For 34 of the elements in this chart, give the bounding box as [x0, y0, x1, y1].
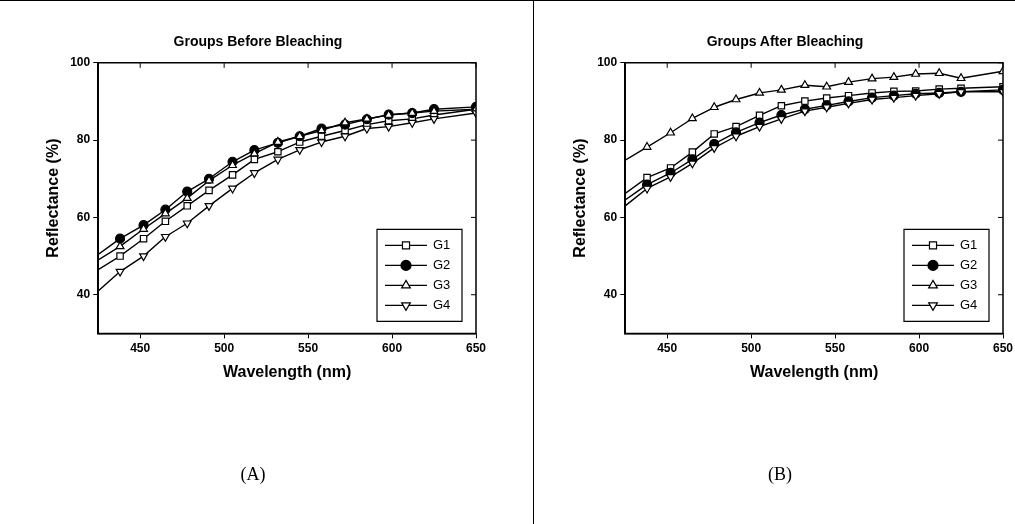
y-tick-label: 60 — [603, 209, 618, 224]
x-tick-label: 500 — [214, 340, 235, 355]
x-tick-label: 600 — [382, 340, 403, 355]
y-tick-label: 80 — [76, 132, 91, 147]
x-axis-title: Wavelength (nm) — [749, 362, 879, 380]
x-tick-label: 500 — [741, 340, 762, 355]
legend-label: G1 — [433, 236, 451, 252]
y-tick-label: 40 — [76, 287, 91, 302]
x-tick-label: 450 — [657, 340, 678, 355]
y-axis-title: Reflectance (%) — [44, 138, 62, 258]
x-axis-title: Wavelength (nm) — [222, 362, 352, 380]
chart-title: Groups After Bleaching — [706, 33, 864, 50]
y-tick-label: 40 — [603, 287, 618, 302]
x-tick-label: 450 — [130, 340, 151, 355]
y-axis-title: Reflectance (%) — [571, 138, 589, 258]
x-tick-label: 550 — [298, 340, 319, 355]
text: (B) — [767, 464, 793, 485]
x-tick-label: 650 — [465, 340, 487, 355]
chart-title: Groups Before Bleaching — [173, 33, 343, 50]
x-tick-label: 650 — [992, 340, 1014, 355]
y-tick-label: 100 — [70, 55, 91, 70]
legend-label: G3 — [433, 276, 451, 292]
text: (A) — [239, 464, 267, 485]
y-tick-label: 80 — [603, 132, 618, 147]
legend-label: G2 — [433, 256, 451, 272]
y-tick-label: 100 — [597, 55, 618, 70]
y-tick-label: 60 — [76, 209, 91, 224]
legend-label: G4 — [433, 296, 451, 312]
x-tick-label: 550 — [825, 340, 846, 355]
x-tick-label: 600 — [909, 340, 930, 355]
legend-label: G3 — [960, 276, 978, 292]
legend-label: G4 — [960, 296, 978, 312]
legend-label: G2 — [960, 256, 978, 272]
legend-label: G1 — [960, 236, 978, 252]
